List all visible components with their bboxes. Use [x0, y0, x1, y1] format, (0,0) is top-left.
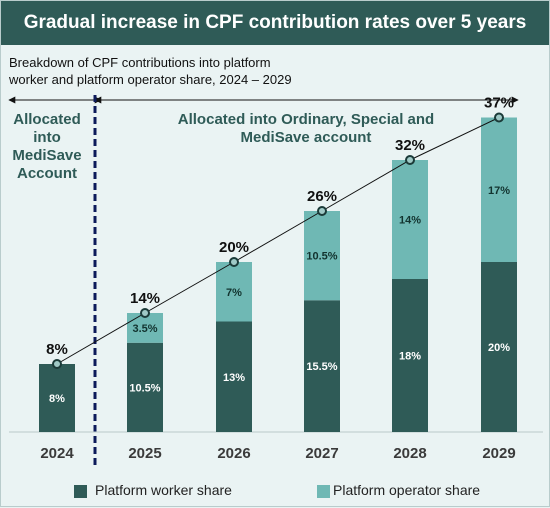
trend-point-2027: [317, 206, 327, 216]
bar-worker-2026: [216, 321, 252, 432]
label-operator-2026: 7%: [226, 287, 242, 299]
annotation-accounts-line-2: MediSave account: [241, 129, 372, 146]
bar-worker-2025: [127, 342, 163, 432]
bar-operator-2028: [392, 160, 428, 279]
legend-swatch-operator: [317, 485, 330, 498]
x-tick-2025: 2025: [128, 445, 161, 462]
legend-label-operator: Platform operator share: [333, 482, 480, 498]
chart-title: Gradual increase in CPF contribution rat…: [1, 1, 549, 45]
annotation-medisave-line-4: Account: [17, 165, 77, 182]
label-operator-2025: 3.5%: [132, 323, 157, 335]
label-worker-2024: 8%: [49, 393, 65, 405]
label-worker-2025: 10.5%: [129, 382, 160, 394]
bars-layer: [39, 117, 517, 432]
label-total-2025: 14%: [130, 290, 160, 307]
annotation-medisave-line-1: Allocated: [13, 111, 81, 128]
x-tick-2024: 2024: [40, 445, 74, 462]
label-worker-2028: 18%: [399, 351, 421, 363]
label-total-2026: 20%: [219, 239, 249, 256]
annotation-medisave-line-2: into: [33, 129, 61, 146]
x-tick-2029: 2029: [482, 445, 515, 462]
label-total-2027: 26%: [307, 188, 337, 205]
chart-subtitle: Breakdown of CPF contributions into plat…: [9, 54, 369, 88]
trend-point-2024: [52, 359, 62, 369]
bar-worker-2024: [39, 364, 75, 432]
x-tick-2026: 2026: [217, 445, 250, 462]
annotation-accounts-line-1: Allocated into Ordinary, Special and: [178, 111, 434, 128]
trend-point-2029: [494, 112, 504, 123]
bar-operator-2027: [304, 211, 340, 301]
annotation-medisave-line-3: MediSave: [12, 147, 81, 164]
x-tick-2027: 2027: [305, 445, 338, 462]
subtitle-line-1: Breakdown of CPF contributions into plat…: [9, 55, 271, 70]
label-total-2028: 32%: [395, 137, 425, 154]
trend-point-2025: [140, 308, 150, 318]
legend-swatch-worker: [74, 485, 87, 498]
bar-worker-2027: [304, 300, 340, 432]
label-total-2024: 8%: [46, 341, 68, 358]
bar-operator-2026: [216, 262, 252, 322]
legend-label-worker: Platform worker share: [95, 482, 232, 498]
label-worker-2029: 20%: [488, 342, 510, 354]
trend-point-2028: [405, 155, 415, 165]
label-worker-2027: 15.5%: [306, 361, 337, 373]
labels-layer: 8% 8% 2024 10.5% 3.5% 14% 2025 13% 7% 20% 2026 15.5…: [40, 95, 515, 463]
trend-layer: [52, 112, 504, 369]
bar-worker-2029: [481, 262, 517, 432]
label-total-2029: 37%: [484, 95, 514, 112]
trend-point-2026: [229, 257, 239, 267]
bar-operator-2029: [481, 117, 517, 262]
bar-worker-2028: [392, 279, 428, 432]
label-operator-2028: 14%: [399, 215, 421, 227]
subtitle-line-2: worker and platform operator share, 2024…: [9, 72, 292, 87]
label-operator-2029: 17%: [488, 185, 510, 197]
label-worker-2026: 13%: [223, 372, 245, 384]
trend-line: [56, 117, 500, 365]
x-tick-2028: 2028: [393, 445, 426, 462]
label-operator-2027: 10.5%: [306, 251, 337, 263]
